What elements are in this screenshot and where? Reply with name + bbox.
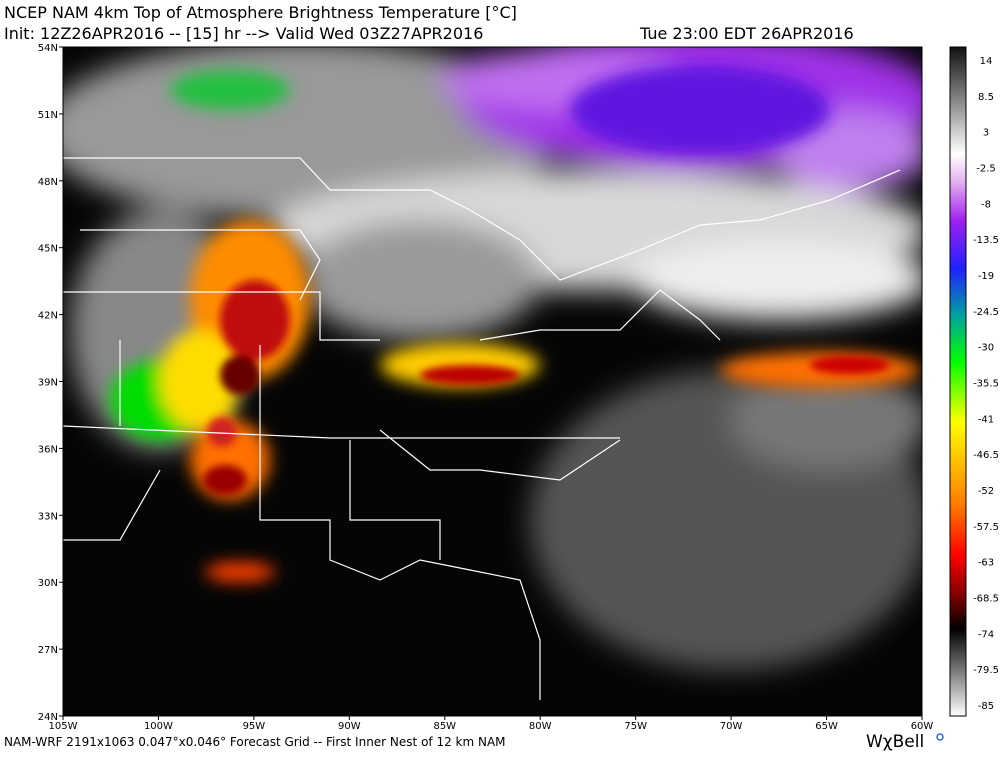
lat-label: 39N xyxy=(38,378,58,389)
lat-label: 24N xyxy=(38,712,58,723)
colorbar-label: -79.5 xyxy=(973,665,999,676)
footer: NAM-WRF 2191x1063 0.047°x0.046° Forecast… xyxy=(4,735,506,749)
lat-label: 30N xyxy=(38,578,58,589)
colorbar-label: -74 xyxy=(978,629,994,640)
colorbar-label: -57.5 xyxy=(973,522,999,533)
lat-label: 45N xyxy=(38,244,58,255)
colorbar-label: -30 xyxy=(978,343,994,354)
lat-label: 33N xyxy=(38,511,58,522)
lon-label: 100W xyxy=(144,721,173,732)
lon-label: 105W xyxy=(49,721,78,732)
lat-label: 27N xyxy=(38,645,58,656)
colorbar-label: -68.5 xyxy=(973,594,999,605)
colorbar-label: -19 xyxy=(978,271,994,282)
lon-label: 95W xyxy=(243,721,266,732)
lat-label: 48N xyxy=(38,177,58,188)
colorbar-label: 14 xyxy=(980,56,993,67)
lon-label: 65W xyxy=(815,721,838,732)
colorbar-label: -46.5 xyxy=(973,450,999,461)
colorbar-label: 3 xyxy=(983,128,989,139)
colorbar xyxy=(949,46,967,717)
lat-label: 42N xyxy=(38,311,58,322)
title: NCEP NAM 4km Top of Atmosphere Brightnes… xyxy=(4,3,517,22)
logo-dot xyxy=(936,733,944,741)
logo: WχBell xyxy=(866,732,924,752)
boundaries xyxy=(63,157,901,700)
lon-label: 70W xyxy=(720,721,743,732)
colorbar-label: -63 xyxy=(978,558,994,569)
colorbar-label: -41 xyxy=(978,414,994,425)
colorbar-label: -35.5 xyxy=(973,379,999,390)
colorbar-label: -13.5 xyxy=(973,235,999,246)
colorbar-label: -8 xyxy=(981,199,991,210)
lon-label: 85W xyxy=(433,721,456,732)
init-line: Init: 12Z26APR2016 -- [15] hr --> Valid … xyxy=(4,24,483,43)
colorbar-label: 8.5 xyxy=(978,92,994,103)
lat-label: 54N xyxy=(38,43,58,54)
colorbar-label: -24.5 xyxy=(973,307,999,318)
lon-label: 60W xyxy=(911,721,934,732)
lon-label: 90W xyxy=(338,721,361,732)
colorbar-label: -85 xyxy=(978,701,994,712)
satellite-image xyxy=(63,47,922,716)
lon-label: 75W xyxy=(624,721,647,732)
lat-label: 36N xyxy=(38,444,58,455)
colorbar-label: -52 xyxy=(978,486,994,497)
colorbar-label: -2.5 xyxy=(976,164,996,175)
lat-label: 51N xyxy=(38,110,58,121)
lon-label: 80W xyxy=(529,721,552,732)
valid-local: Tue 23:00 EDT 26APR2016 xyxy=(639,24,854,43)
